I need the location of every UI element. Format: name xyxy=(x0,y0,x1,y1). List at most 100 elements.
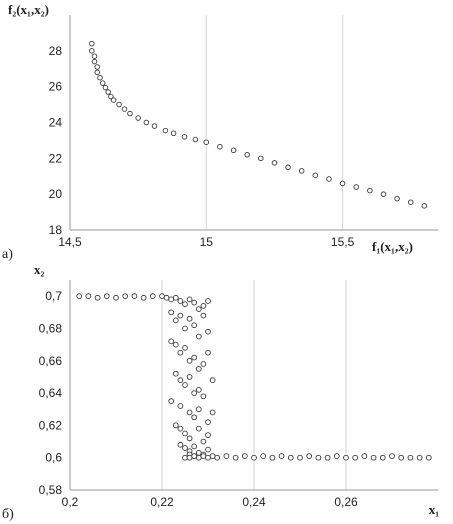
y-tick-label: 0,64 xyxy=(39,386,63,400)
data-point xyxy=(172,317,179,324)
data-point xyxy=(105,89,111,95)
data-point xyxy=(182,325,188,332)
data-point xyxy=(195,386,202,393)
data-point xyxy=(421,203,428,209)
y-tick-label: 24 xyxy=(49,116,63,130)
data-point xyxy=(191,453,198,459)
data-point xyxy=(127,110,133,117)
x-axis-title: f₁(x₁,x₂) xyxy=(372,239,413,254)
chart-a: 18 20 22 24 26 28 14,5 15 15,5 f₂(x₁,x₂) f₁(x₁,x₂)… xyxy=(2,2,438,262)
data-point xyxy=(113,294,119,301)
data-point xyxy=(103,293,110,300)
x-tick-label: 14,5 xyxy=(58,235,82,249)
x-tick-label: 15 xyxy=(200,235,214,249)
data-point xyxy=(168,309,175,316)
data-point xyxy=(122,293,129,300)
data-point xyxy=(182,382,188,388)
y-axis-title: f₂(x₁,x₂) xyxy=(8,2,49,17)
data-point xyxy=(85,293,92,300)
data-point xyxy=(326,176,332,182)
data-point xyxy=(407,454,414,461)
data-point xyxy=(200,312,207,319)
data-point xyxy=(168,296,175,303)
data-point xyxy=(306,453,313,459)
data-point xyxy=(172,422,179,429)
data-point xyxy=(232,454,239,461)
data-point xyxy=(398,454,405,461)
data-point xyxy=(99,80,106,86)
data-point xyxy=(110,97,117,103)
data-point xyxy=(380,191,387,197)
data-point xyxy=(182,430,188,437)
data-point xyxy=(195,425,202,432)
data-point xyxy=(163,294,170,301)
data-point xyxy=(205,349,211,356)
x-tick-label: 0,24 xyxy=(242,495,266,509)
y-tick-label: 0,58 xyxy=(39,483,63,497)
data-point xyxy=(315,454,322,461)
data-point xyxy=(205,298,211,304)
data-point xyxy=(94,64,101,70)
data-point xyxy=(205,328,211,335)
data-point xyxy=(192,136,199,143)
data-point xyxy=(181,134,188,140)
y-tick-label: 20 xyxy=(49,187,63,201)
data-point xyxy=(195,306,202,312)
y-tick-label: 22 xyxy=(49,151,63,165)
x-tick-label: 0,2 xyxy=(62,495,79,509)
data-point xyxy=(191,299,198,306)
data-point xyxy=(191,322,198,329)
data-point xyxy=(94,294,101,301)
data-point xyxy=(425,454,432,461)
data-point xyxy=(230,147,237,154)
data-point xyxy=(172,370,179,377)
data-point xyxy=(205,419,211,426)
data-point xyxy=(223,453,230,459)
data-point xyxy=(102,84,109,91)
data-point xyxy=(343,454,349,461)
data-point xyxy=(333,453,340,459)
y-tick-label: 0,6 xyxy=(45,451,62,465)
data-point xyxy=(209,453,216,459)
data-point xyxy=(203,139,210,145)
data-point xyxy=(131,293,138,300)
data-point xyxy=(200,361,207,367)
data-point xyxy=(177,425,184,432)
data-point xyxy=(339,180,346,187)
data-point xyxy=(162,127,169,134)
chart-b: 0,58 0,6 0,62 0,64 0,66 0,68 0,7 0,2 0,22 0,24 0,2… xyxy=(2,262,439,522)
data-point xyxy=(177,403,184,409)
data-point xyxy=(195,449,202,456)
data-point xyxy=(186,435,193,442)
y-tick-label: 0,62 xyxy=(39,418,63,432)
data-point xyxy=(172,341,179,348)
data-point xyxy=(89,48,95,54)
data-point xyxy=(186,454,193,461)
data-point xyxy=(108,93,114,100)
data-point xyxy=(416,454,423,461)
data-point xyxy=(260,453,267,459)
data-point xyxy=(297,454,303,461)
data-point xyxy=(195,406,202,413)
data-point xyxy=(76,293,83,300)
y-tick-label: 26 xyxy=(49,80,63,94)
data-point xyxy=(191,414,198,421)
data-point xyxy=(278,453,285,459)
data-point xyxy=(159,293,165,300)
data-point xyxy=(394,195,400,202)
data-point xyxy=(195,454,202,461)
data-point xyxy=(200,393,207,400)
y-tick-label: 0,66 xyxy=(39,354,63,368)
data-point xyxy=(177,441,184,448)
data-point xyxy=(186,409,193,416)
data-point xyxy=(205,454,211,461)
data-point xyxy=(177,312,184,319)
data-point xyxy=(389,453,395,459)
data-point xyxy=(353,184,359,190)
data-point xyxy=(191,354,198,361)
data-point xyxy=(361,453,368,459)
data-point xyxy=(209,377,216,384)
data-point xyxy=(182,454,188,461)
x-tick-label: 15,5 xyxy=(331,235,355,249)
